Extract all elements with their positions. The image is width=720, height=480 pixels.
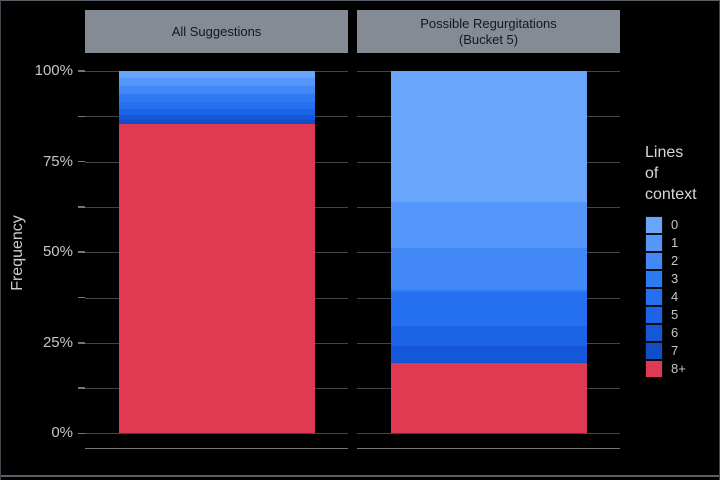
facet-strip-label: All Suggestions xyxy=(171,23,262,39)
x-axis-line-left-panel xyxy=(85,447,348,450)
bar-segment-2-lines xyxy=(390,247,587,290)
y-axis-tick xyxy=(78,206,85,208)
legend-swatch-0 xyxy=(645,216,663,234)
legend-entry-label: 6 xyxy=(671,325,679,340)
legend-entry-label: 8+ xyxy=(671,361,686,376)
x-axis-line-right-panel xyxy=(357,447,620,450)
bar-segment-3-lines xyxy=(390,289,587,293)
panel-all-suggestions xyxy=(85,53,348,449)
gridline xyxy=(357,433,620,435)
y-axis-tick xyxy=(78,432,85,435)
bar-segment-0-lines xyxy=(118,71,315,79)
figure-bottom-border xyxy=(1,475,719,477)
legend-entry-label: 2 xyxy=(671,253,679,268)
legend-entry: 4 xyxy=(645,288,719,306)
legend-swatch-6 xyxy=(645,324,663,342)
y-axis-tick xyxy=(78,296,85,299)
bar-possible-regurgitations xyxy=(390,71,587,434)
bar-segment-0-lines xyxy=(390,71,587,203)
legend-title: Lines of context xyxy=(645,142,719,205)
legend-title-line: Lines xyxy=(645,144,684,161)
legend-swatch-3 xyxy=(645,270,663,288)
legend-entry-label: 7 xyxy=(671,343,679,358)
bar-all-suggestions xyxy=(118,71,315,434)
bar-segment-5-lines xyxy=(390,326,587,347)
legend-entry: 8+ xyxy=(645,360,719,378)
legend-swatch-4 xyxy=(645,288,663,306)
legend-entry: 5 xyxy=(645,306,719,324)
legend-entry-label: 3 xyxy=(671,271,679,286)
bar-segment-1-lines xyxy=(390,202,587,248)
legend-entry: 6 xyxy=(645,324,719,342)
legend-swatch-8+ xyxy=(645,360,663,378)
legend-entry-label: 1 xyxy=(671,235,679,250)
legend-entry-label: 5 xyxy=(671,307,679,322)
legend-entry-label: 4 xyxy=(671,289,679,304)
bar-segment-6-lines xyxy=(118,114,315,120)
legend-lines-of-context: Lines of context 0 1 2 3 4 5 6 7 8+ xyxy=(645,142,719,378)
legend-title-line: context xyxy=(645,186,697,203)
legend-entry-label: 0 xyxy=(671,217,679,232)
bar-segment-3-lines xyxy=(118,93,315,103)
y-axis-tick-label: 100% xyxy=(34,62,73,79)
bar-segment-2-lines xyxy=(118,85,315,94)
legend-swatch-7 xyxy=(645,342,663,360)
facet-strip-possible-regurgitations: Possible Regurgitations (Bucket 5) xyxy=(357,10,620,53)
legend-swatch-2 xyxy=(645,252,663,270)
bar-segment-7-lines xyxy=(118,119,315,125)
y-axis-tick-label: 25% xyxy=(42,333,73,351)
bar-segment-8+-lines xyxy=(390,362,587,434)
panel-possible-regurgitations xyxy=(357,53,620,449)
y-axis-tick xyxy=(78,342,85,344)
bar-segment-4-lines xyxy=(390,292,587,327)
legend-entry: 0 xyxy=(645,216,719,234)
legend-entries: 0 1 2 3 4 5 6 7 8+ xyxy=(645,216,719,378)
y-axis-tick-label: 0% xyxy=(51,424,73,442)
legend-swatch-1 xyxy=(645,234,663,252)
bar-segment-6-lines xyxy=(390,346,587,363)
facet-strip-all-suggestions: All Suggestions xyxy=(85,10,348,53)
legend-entry: 7 xyxy=(645,342,719,360)
facet-strip-label-line2: (Bucket 5) xyxy=(458,31,519,47)
legend-entry: 3 xyxy=(645,270,719,288)
bar-segment-4-lines xyxy=(118,102,315,110)
legend-title-line: of xyxy=(645,165,659,182)
y-axis-tick xyxy=(78,251,85,253)
gridline xyxy=(85,433,348,435)
y-axis-tick xyxy=(78,115,85,117)
bar-segment-8+-lines xyxy=(118,124,315,434)
y-axis-tick xyxy=(78,387,85,389)
legend-entry: 1 xyxy=(645,234,719,252)
y-axis-tick xyxy=(78,70,85,72)
facet-strip-label-line1: Possible Regurgitations xyxy=(420,15,557,31)
y-axis-tick-label: 75% xyxy=(42,152,73,170)
y-axis-tick xyxy=(78,160,85,163)
bar-segment-5-lines xyxy=(118,109,315,115)
bar-segment-1-lines xyxy=(118,78,315,86)
legend-entry: 2 xyxy=(645,252,719,270)
y-axis-tick-label: 50% xyxy=(42,243,73,261)
legend-swatch-5 xyxy=(645,306,663,324)
